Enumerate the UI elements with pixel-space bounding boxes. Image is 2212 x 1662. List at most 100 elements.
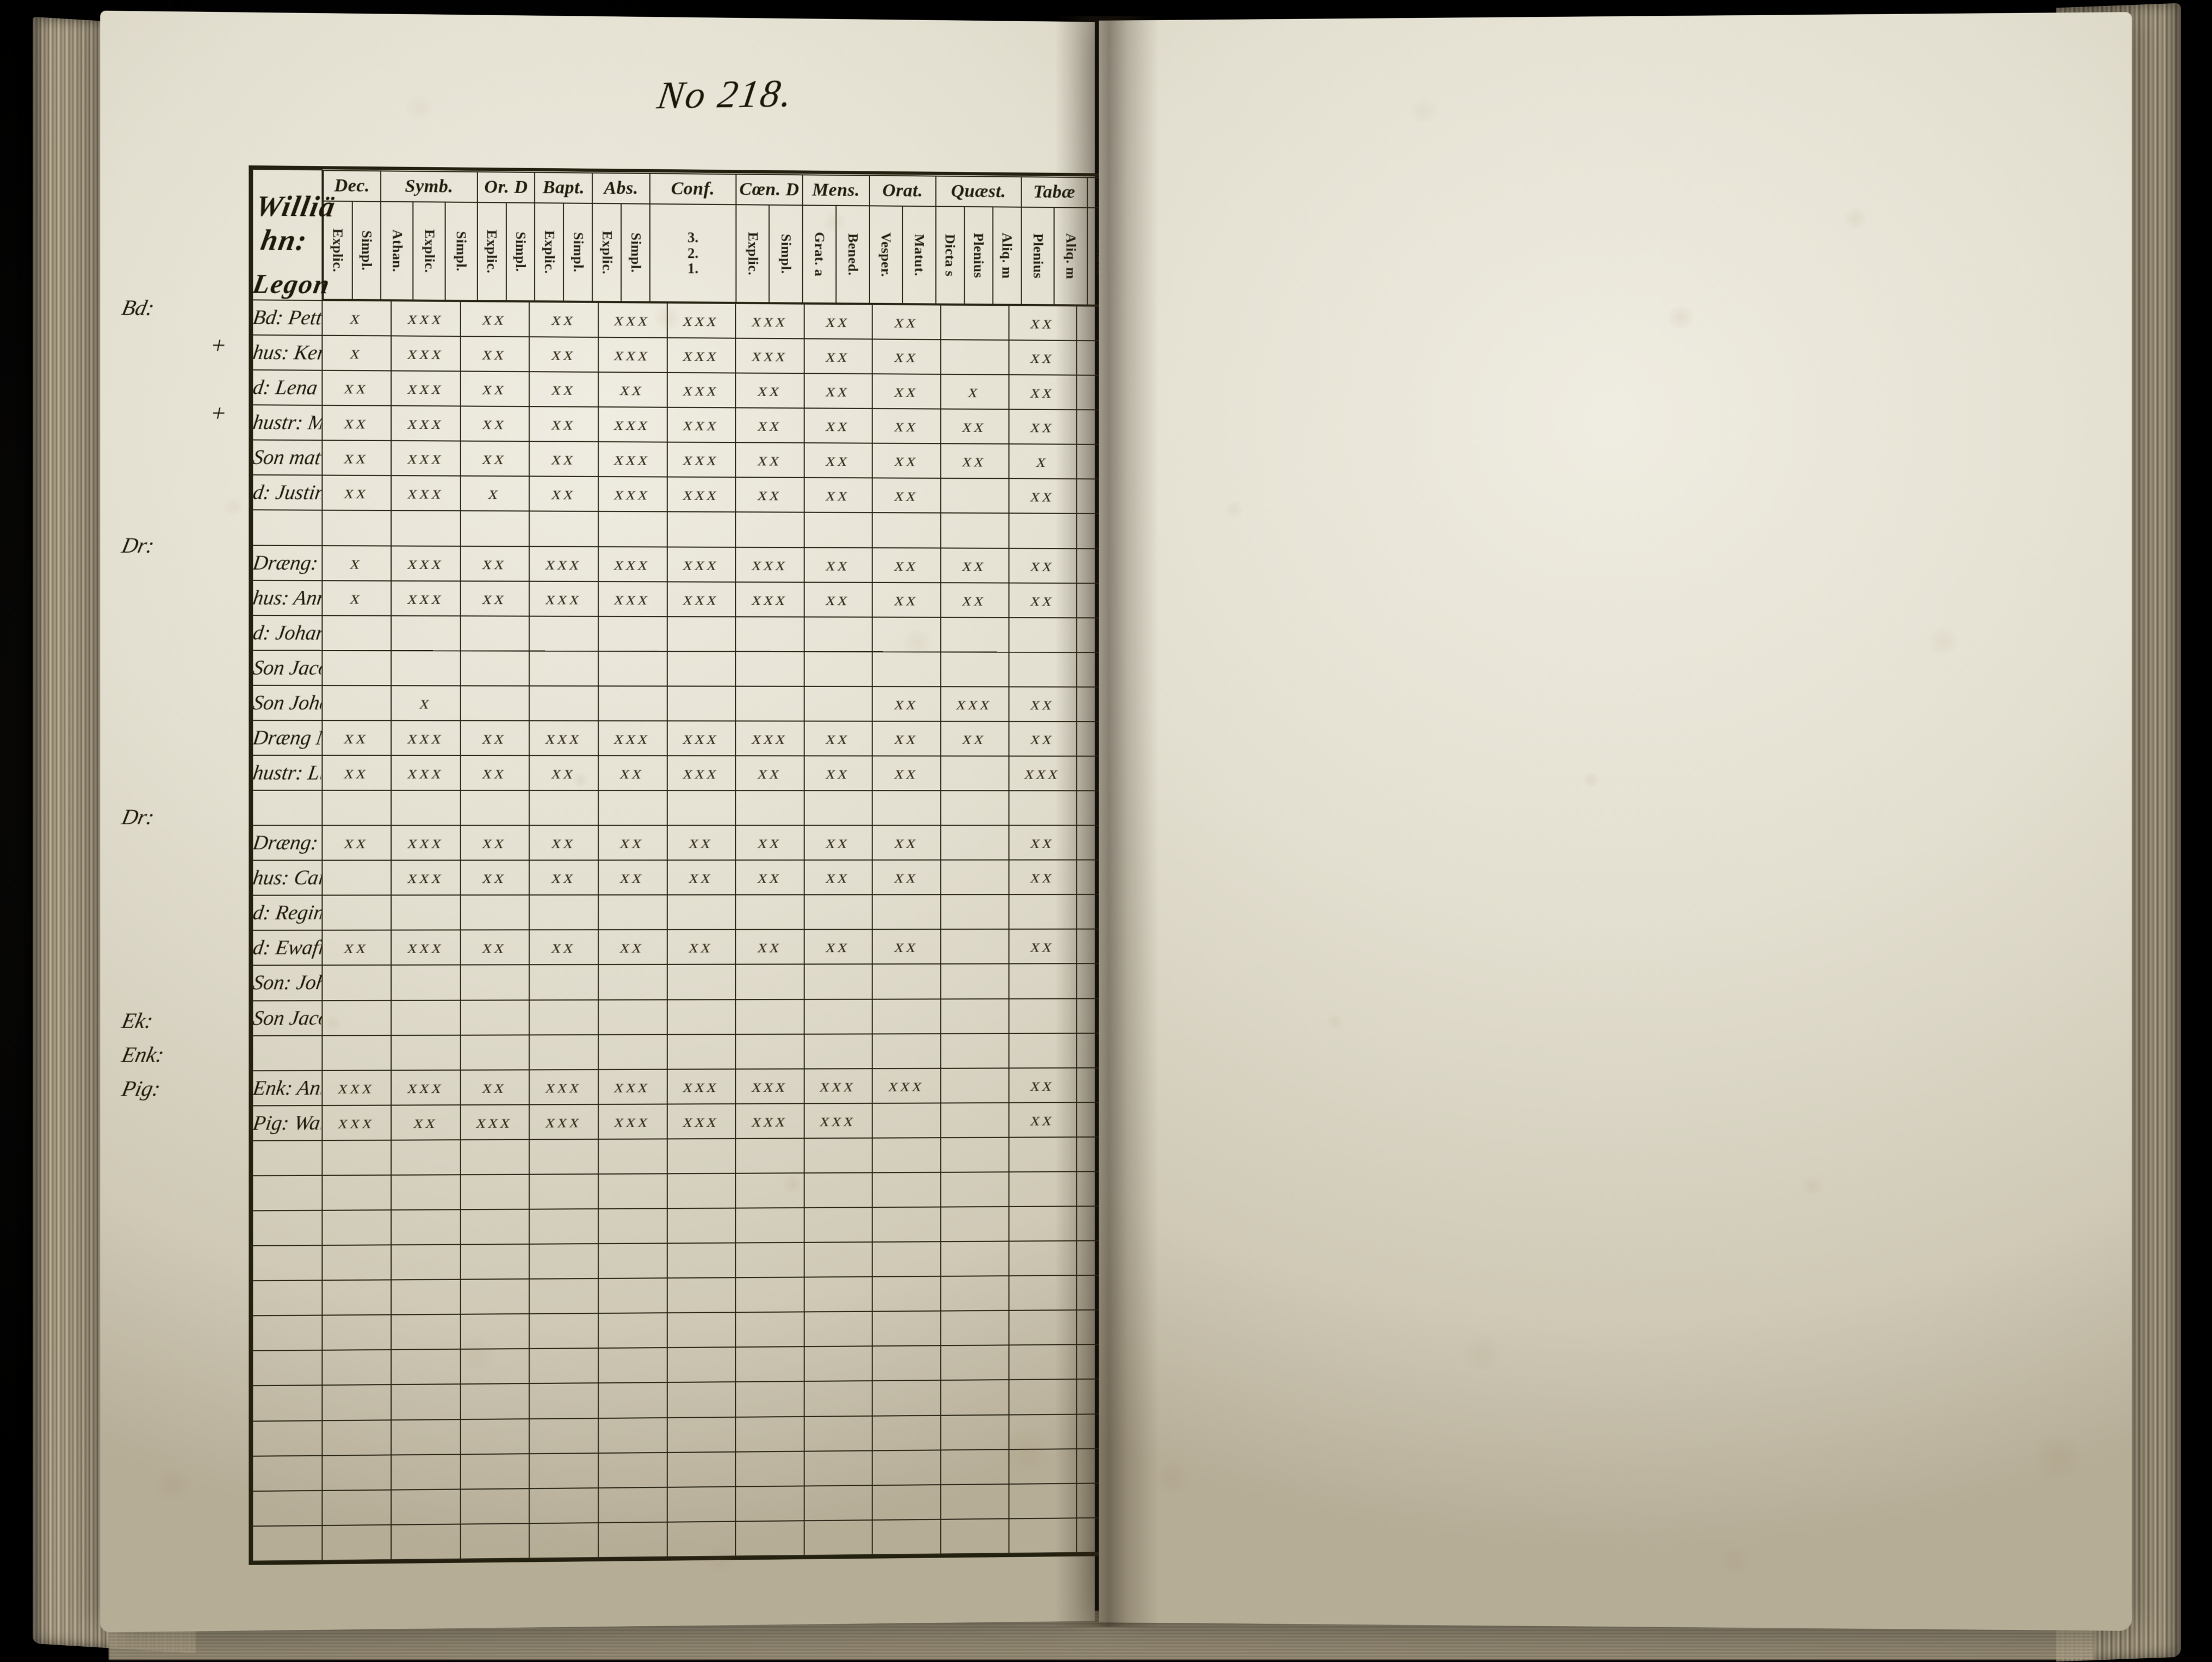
attendance-mark <box>667 1312 736 1348</box>
attendance-mark <box>598 1382 667 1418</box>
attendance-mark: xx <box>1008 340 1077 375</box>
table-row: hustr: Lisa Andersd:xxxxxxxxxxxxxxxxxxxx… <box>250 755 1145 791</box>
attendance-mark: xx <box>940 443 1009 479</box>
attendance-mark <box>321 1524 392 1561</box>
attendance-mark: xxx <box>598 581 667 617</box>
attendance-mark: xx <box>804 825 873 861</box>
attendance-mark: xx <box>460 336 530 372</box>
attendance-mark: xx <box>529 406 599 442</box>
attendance-mark <box>735 651 804 687</box>
attendance-mark <box>872 1311 941 1346</box>
attendance-mark <box>529 1418 599 1454</box>
attendance-mark: xx <box>872 756 941 791</box>
attendance-mark: xxx <box>735 1068 804 1104</box>
table-row <box>250 1033 1145 1071</box>
table-row <box>250 1171 1145 1211</box>
attendance-mark <box>940 756 1009 791</box>
attendance-mark <box>529 1383 599 1419</box>
attendance-mark <box>391 650 461 686</box>
attendance-mark <box>598 999 667 1035</box>
attendance-mark <box>529 651 599 686</box>
attendance-mark <box>1008 1448 1077 1484</box>
attendance-mark: xxx <box>598 477 667 512</box>
attendance-mark: xx <box>667 825 736 861</box>
attendance-mark <box>872 1276 941 1312</box>
col-title-3: Bapt. <box>535 172 593 203</box>
attendance-mark <box>529 895 599 930</box>
attendance-mark <box>598 790 667 826</box>
attendance-mark <box>804 964 873 999</box>
margin-status-label: Dr: <box>119 533 157 558</box>
margin-status-label: Bd: <box>119 295 157 320</box>
attendance-mark <box>940 305 1009 341</box>
col-sub-0: Explic. Simpl. <box>323 201 381 300</box>
attendance-mark <box>940 1414 1009 1450</box>
attendance-mark <box>529 1034 599 1070</box>
attendance-mark <box>940 998 1009 1034</box>
attendance-mark: xxx <box>667 442 736 478</box>
attendance-mark <box>804 1485 873 1521</box>
attendance-mark: xx <box>321 825 392 861</box>
table-row: d: Ewafinaxxxxxxxxxxxxxxxxxxxxxx <box>250 929 1145 966</box>
table-row: Son matts michelsonxxxxxxxxxxxxxxxxxxxxx… <box>250 440 1145 480</box>
attendance-mark <box>667 1347 736 1383</box>
attendance-mark <box>804 1381 873 1417</box>
attendance-mark <box>940 963 1009 999</box>
attendance-mark: xx <box>460 825 530 861</box>
attendance-mark: xx <box>804 304 873 339</box>
table-row: Son: Johan Olof <box>250 963 1145 1001</box>
table-row: Son Jacob Fredric <box>250 998 1145 1036</box>
attendance-mark: x <box>940 374 1009 410</box>
attendance-mark <box>940 478 1009 514</box>
paper-foxing-spot <box>1150 1462 1193 1493</box>
attendance-mark <box>804 616 873 652</box>
person-name: Son matts michelson <box>250 440 325 475</box>
table-row: hus: Anna Pettersd:xxxxxxxxxxxxxxxxxxxxx… <box>250 580 1145 618</box>
attendance-mark <box>735 616 804 652</box>
attendance-mark: xx <box>735 929 804 965</box>
attendance-mark <box>529 965 599 1000</box>
margin-cross-mark: + <box>207 399 230 427</box>
person-name: d: Johanna <box>250 615 325 651</box>
attendance-mark: xx <box>460 720 530 756</box>
attendance-mark <box>391 1140 461 1175</box>
attendance-mark: x <box>391 685 461 721</box>
attendance-mark <box>391 615 461 651</box>
attendance-mark <box>872 512 941 548</box>
attendance-mark: xxx <box>735 721 804 756</box>
attendance-mark <box>321 895 392 931</box>
attendance-mark: xx <box>1008 583 1077 618</box>
attendance-mark <box>321 685 392 721</box>
attendance-mark: xxx <box>735 338 804 374</box>
table-row: hustr: Maria Thomasd:xxxxxxxxxxxxxxxxxxx… <box>250 405 1145 445</box>
attendance-mark: xx <box>940 409 1009 444</box>
attendance-mark <box>804 999 873 1034</box>
attendance-mark <box>391 965 461 1000</box>
attendance-mark <box>667 790 736 826</box>
attendance-mark <box>598 895 667 930</box>
col-title-2: Or. D <box>477 171 535 203</box>
attendance-mark <box>1008 1171 1077 1207</box>
attendance-mark <box>804 1416 873 1451</box>
person-name: d: Lena <box>250 370 325 406</box>
attendance-mark <box>667 616 736 652</box>
attendance-mark <box>321 965 392 1000</box>
attendance-mark: xxx <box>529 546 599 582</box>
attendance-mark: xx <box>804 721 873 756</box>
column-headers: Dec. Symb. Or. D Bapt. Abs. Conf. Cœn. D Mens. O… <box>322 170 1145 306</box>
attendance-mark: xx <box>391 1104 461 1140</box>
attendance-mark <box>529 1522 599 1559</box>
attendance-mark: xxx <box>598 1104 667 1139</box>
attendance-mark: xx <box>460 406 530 442</box>
attendance-mark <box>391 790 461 826</box>
attendance-mark <box>940 1033 1009 1068</box>
attendance-mark <box>735 894 804 930</box>
attendance-mark: xx <box>804 373 873 409</box>
table-row: Bd: Petter Perssonsxxxxxxxxxxxxxxxxxxxxx… <box>250 300 1145 341</box>
attendance-mark: xx <box>1008 548 1077 583</box>
attendance-mark: xx <box>804 929 873 965</box>
attendance-mark: xx <box>598 372 667 407</box>
table-row: Pig: Walborg Boisr:xxxxxxxxxxxxxxxxxxxxx… <box>250 1102 1145 1141</box>
attendance-mark <box>460 615 530 651</box>
table-header-row: Williä hn: Legon Dec. Symb. Or. D Bapt. Abs.… <box>250 169 1145 306</box>
